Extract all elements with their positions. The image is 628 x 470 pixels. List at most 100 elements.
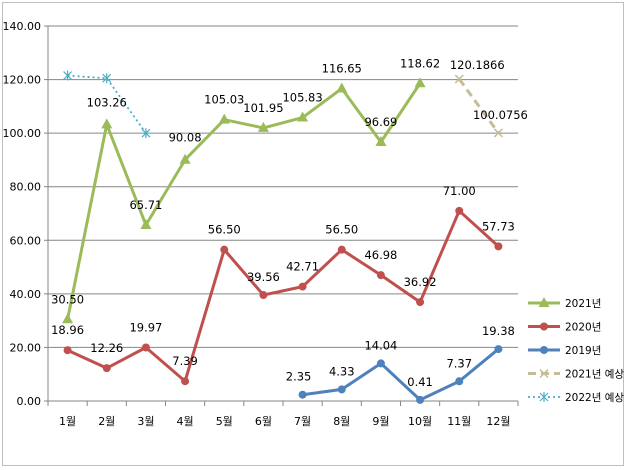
data-point <box>298 390 307 399</box>
x-tick-label: 10월 <box>408 415 432 428</box>
x-tick-label: 3월 <box>137 415 154 428</box>
legend-marker <box>540 322 548 331</box>
data-point <box>62 313 74 324</box>
y-tick-label: 140.00 <box>3 20 42 33</box>
data-label: 71.00 <box>443 184 476 198</box>
series-line-2 <box>302 347 500 402</box>
data-label: 57.73 <box>482 219 515 233</box>
data-point <box>102 73 112 84</box>
data-point <box>375 136 387 147</box>
data-label: 118.62 <box>400 56 440 70</box>
x-tick-label: 8월 <box>333 415 350 428</box>
data-point <box>297 111 309 122</box>
series-lines <box>66 74 500 402</box>
x-tick-label: 4월 <box>177 415 194 428</box>
data-point <box>257 121 269 132</box>
y-tick-label: 60.00 <box>10 234 42 247</box>
legend-marker <box>539 368 549 379</box>
data-label: 19.97 <box>129 321 162 335</box>
data-label: 7.37 <box>446 356 472 370</box>
data-label: 103.26 <box>87 95 127 109</box>
data-label: 30.50 <box>51 292 84 306</box>
data-point <box>455 377 464 386</box>
data-label: 56.50 <box>325 223 358 237</box>
data-point <box>218 113 230 124</box>
data-point <box>140 218 152 229</box>
legend-label: 2022년 예상 <box>565 391 624 404</box>
data-label: 116.65 <box>322 62 362 76</box>
data-label: 46.98 <box>364 248 397 262</box>
y-tick-label: 80.00 <box>10 181 42 194</box>
data-point <box>63 346 72 355</box>
data-point <box>179 153 191 164</box>
x-tick-label: 5월 <box>216 415 233 428</box>
data-label: 105.03 <box>204 93 244 107</box>
data-label: 2.35 <box>286 370 312 384</box>
data-point <box>454 74 464 84</box>
data-point <box>220 245 229 254</box>
data-point <box>141 128 151 139</box>
legend-marker <box>539 392 549 402</box>
data-point <box>493 128 503 138</box>
data-label: 56.50 <box>208 223 241 237</box>
y-tick-label: 40.00 <box>10 288 42 301</box>
series-markers <box>62 70 503 404</box>
legend-label: 2021년 <box>565 298 601 310</box>
y-tick-label: 120.00 <box>3 74 42 87</box>
data-label: 36.92 <box>404 275 437 289</box>
data-label: 65.71 <box>129 198 162 212</box>
data-point <box>63 70 73 81</box>
data-point <box>101 118 113 129</box>
x-tick-label: 11월 <box>447 415 471 428</box>
data-label: 39.56 <box>247 270 280 284</box>
x-tick-label: 9월 <box>372 415 389 428</box>
data-label: 19.38 <box>482 324 515 338</box>
legend-label: 2019년 <box>565 345 601 357</box>
data-label: 0.41 <box>407 375 433 389</box>
x-tick-label: 7월 <box>294 415 311 428</box>
data-point <box>494 345 503 354</box>
data-label: 90.08 <box>169 131 202 145</box>
data-point <box>416 395 425 404</box>
data-label: 96.69 <box>364 115 397 129</box>
data-label: 14.04 <box>364 338 397 352</box>
series-line-0 <box>66 82 422 320</box>
data-point <box>102 364 111 373</box>
data-point <box>414 77 426 88</box>
axes <box>44 25 519 406</box>
legend-label: 2021년 예상 <box>565 368 624 381</box>
y-tick-label: 0.00 <box>17 395 42 408</box>
data-point <box>141 343 150 352</box>
data-label: 18.96 <box>51 323 84 337</box>
legend-marker <box>540 346 548 354</box>
data-point <box>376 359 385 368</box>
x-axis-ticks: 1월 2월 3월 4월 5월 6월 7월 8월 9월 10월 11월 12월 <box>59 415 510 428</box>
data-point <box>181 377 190 386</box>
data-point <box>298 282 307 291</box>
chart-frame <box>2 2 624 466</box>
data-label: 4.33 <box>329 364 355 378</box>
data-point <box>259 291 268 300</box>
series-line-3 <box>458 78 500 134</box>
data-label: 105.83 <box>282 91 322 105</box>
y-tick-label: 20.00 <box>10 341 42 354</box>
x-tick-label: 1월 <box>59 415 76 428</box>
x-tick-label: 2월 <box>98 415 115 428</box>
legend-marker <box>538 297 550 307</box>
y-axis-ticks: 0.00 20.00 40.00 60.00 80.00 100.00 120.00 140.… <box>3 20 42 408</box>
data-point <box>494 242 503 251</box>
data-point <box>337 385 346 394</box>
data-label: 101.95 <box>243 101 283 115</box>
x-tick-label: 12월 <box>486 415 510 428</box>
data-label: 12.26 <box>90 341 123 355</box>
x-tick-label: 6월 <box>255 415 272 428</box>
series-line-1 <box>66 209 500 383</box>
legend: 2021년 2020년 2019년 2021년 예상 2022년 예상 <box>528 297 624 404</box>
legend-label: 2020년 <box>565 322 601 334</box>
data-point <box>455 206 464 215</box>
data-label: 42.71 <box>286 260 319 274</box>
data-point <box>376 271 385 280</box>
data-label: 100.0756 <box>473 108 528 122</box>
